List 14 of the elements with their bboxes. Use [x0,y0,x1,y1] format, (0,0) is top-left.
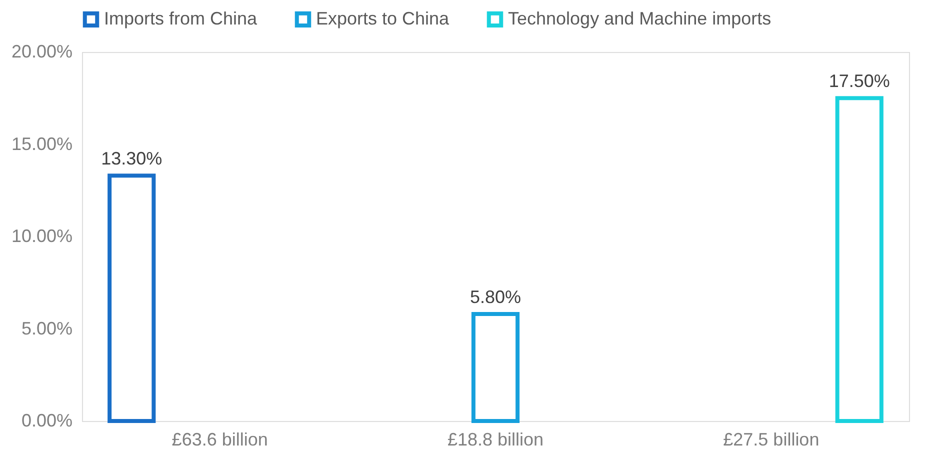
data-label: 17.50% [828,71,890,92]
legend-label: Technology and Machine imports [508,8,772,28]
y-tick-label: 15.00% [11,134,72,154]
y-tick-label: 10.00% [11,226,72,246]
y-tick-label: 0.00% [21,410,72,430]
y-tick-label: 5.00% [21,318,72,338]
data-label: 13.30% [101,148,162,169]
legend-label: Exports to China [316,8,450,28]
x-tick-label: £18.8 billion [447,430,544,450]
data-label: 5.80% [470,286,522,307]
legend-label: Imports from China [104,8,258,28]
x-tick-label: £27.5 billion [723,430,820,450]
y-tick-label: 20.00% [11,42,72,62]
x-tick-label: £63.6 billion [172,430,268,450]
